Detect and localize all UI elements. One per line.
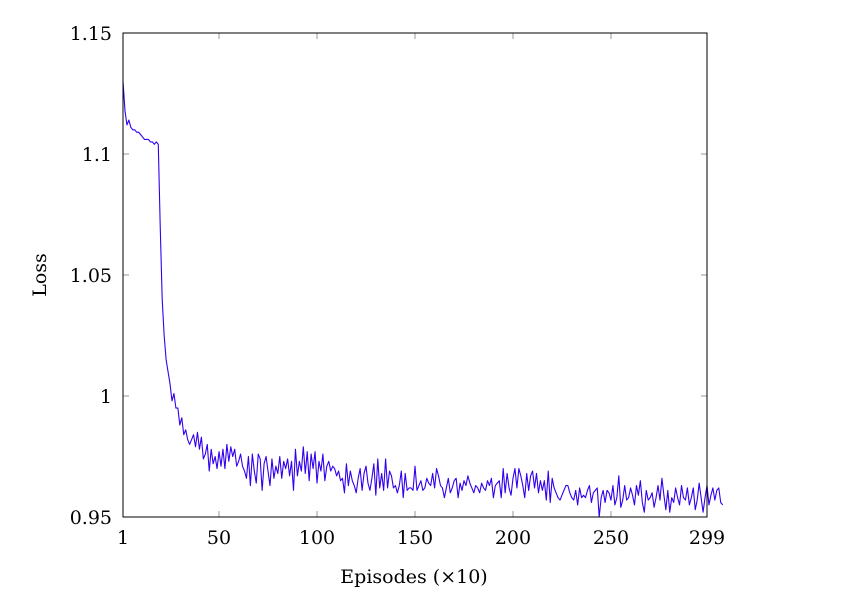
x-tick-label: 250 bbox=[593, 527, 629, 549]
x-tick-label: 150 bbox=[397, 527, 433, 549]
x-axis-title: Episodes (×10) bbox=[340, 566, 487, 588]
y-tick-label: 1.15 bbox=[70, 23, 112, 45]
x-tick-label: 200 bbox=[495, 527, 531, 549]
y-tick-label: 0.95 bbox=[70, 507, 112, 529]
plot-frame bbox=[122, 32, 708, 518]
series-layer bbox=[122, 81, 724, 518]
axis-ticks bbox=[122, 32, 708, 518]
loss-series-line bbox=[122, 81, 724, 518]
x-tick-label: 50 bbox=[207, 527, 231, 549]
x-tick-label: 100 bbox=[299, 527, 335, 549]
x-tick-label: 1 bbox=[117, 527, 129, 549]
y-tick-label: 1.05 bbox=[70, 265, 112, 287]
y-tick-label: 1 bbox=[100, 386, 112, 408]
x-tick-label: 299 bbox=[689, 527, 725, 549]
y-axis-title: Loss bbox=[29, 253, 51, 297]
y-tick-label: 1.1 bbox=[82, 144, 112, 166]
